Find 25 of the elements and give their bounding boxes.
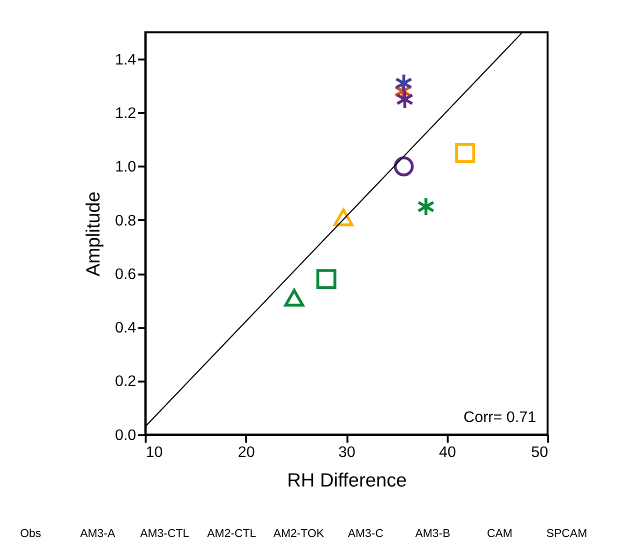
y-tick-label: 0.2 <box>114 373 136 390</box>
y-tick-label: 1.4 <box>114 51 137 68</box>
y-axis-title: Amplitude <box>84 191 105 276</box>
x-tick-label: 30 <box>338 444 356 462</box>
x-axis-title: RH Difference <box>287 470 407 492</box>
text: CAM <box>487 528 512 540</box>
text: SPCAM <box>546 528 588 540</box>
text: AM3-CTL <box>140 528 190 540</box>
y-tick-label: 1.0 <box>114 158 136 176</box>
y-tick-label: 0.8 <box>114 212 136 230</box>
text: AM2-CTL <box>207 528 256 540</box>
text: AM3-B <box>415 528 451 540</box>
annotation: Corr= 0.71 <box>464 409 536 426</box>
text: Obs <box>20 528 42 540</box>
text: AM2-TOK <box>273 528 324 540</box>
x-tick-label: 10 <box>146 444 163 462</box>
text: AM3-A <box>80 528 116 540</box>
x-tick-label: 50 <box>531 444 548 462</box>
x-tick-label: 20 <box>238 444 255 462</box>
y-tick-label: 0.0 <box>114 426 136 444</box>
x-tick-label: 40 <box>439 444 456 462</box>
y-tick-label: 1.2 <box>114 104 136 122</box>
text: AM3-C <box>348 528 384 540</box>
y-tick-label: 0.6 <box>114 266 136 283</box>
y-tick-label: 0.4 <box>114 320 137 337</box>
